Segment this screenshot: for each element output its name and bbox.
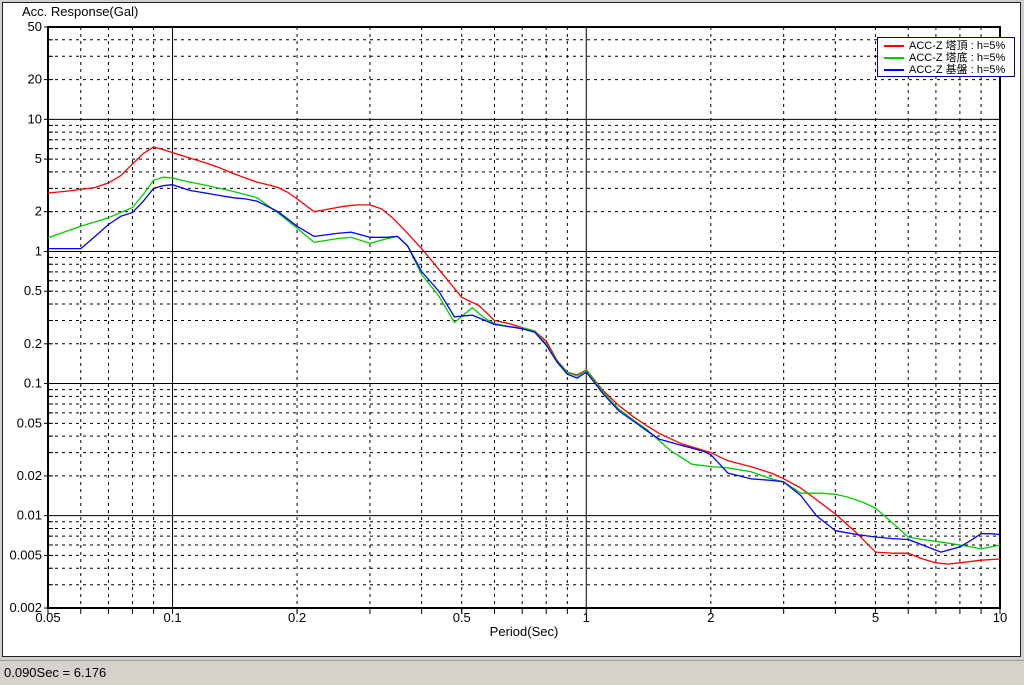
y-tick-label: 2 — [35, 204, 42, 219]
series-line-2 — [48, 184, 1001, 553]
legend-line-sample — [884, 45, 904, 47]
x-axis-title: Period(Sec) — [489, 624, 559, 639]
y-tick-label: 0.1 — [24, 376, 42, 391]
y-tick-label: 1 — [35, 243, 42, 258]
y-tick-label: 0.2 — [24, 336, 42, 351]
y-tick-label: 10 — [28, 111, 42, 126]
y-tick-label: 0.002 — [9, 600, 42, 615]
y-tick-label: 50 — [28, 19, 42, 34]
y-tick-label: 0.05 — [17, 415, 42, 430]
x-tick-label: 0.2 — [288, 610, 306, 625]
legend-label: ACC-Z 塔頂 : h=5% — [909, 39, 1006, 52]
cursor-readout: 0.090Sec = 6.176 — [4, 665, 107, 680]
legend-label: ACC-Z 基盤 : h=5% — [909, 63, 1006, 76]
legend: ACC-Z 塔頂 : h=5% ACC-Z 塔底 : h=5% ACC-Z 基盤 :… — [877, 37, 1015, 77]
x-tick-label: 2 — [707, 610, 714, 625]
plot-frame — [47, 26, 1001, 609]
series-line-1 — [47, 176, 1001, 550]
x-tick-label: 1 — [583, 610, 590, 625]
x-tick-label: 0.05 — [35, 610, 60, 625]
legend-label: ACC-Z 塔底 : h=5% — [909, 51, 1006, 64]
y-tick-label: 20 — [28, 72, 42, 87]
y-tick-label: 5 — [35, 151, 42, 166]
x-tick-label: 0.1 — [164, 610, 182, 625]
plot-area[interactable] — [48, 27, 1000, 608]
legend-item: ACC-Z 塔底 : h=5% — [884, 52, 1014, 64]
status-bar: 0.090Sec = 6.176 — [0, 660, 1024, 685]
chart-title: Acc. Response(Gal) — [22, 4, 139, 19]
legend-item: ACC-Z 基盤 : h=5% — [884, 64, 1014, 76]
legend-line-sample — [884, 57, 904, 59]
x-tick-label: 5 — [872, 610, 879, 625]
chart-canvas: 50 20 10 5 2 1 0.5 0.2 0.1 0.05 0.02 0.01 0.005 0.002… — [9, 19, 1007, 625]
y-tick-label: 0.02 — [17, 468, 42, 483]
series-line-0 — [47, 146, 1001, 565]
legend-item: ACC-Z 塔頂 : h=5% — [884, 40, 1014, 52]
y-tick-label: 0.01 — [17, 508, 42, 523]
x-tick-label: 0.5 — [453, 610, 471, 625]
y-tick-label: 0.5 — [24, 283, 42, 298]
x-tick-label: 10 — [993, 610, 1007, 625]
legend-line-sample — [884, 69, 904, 71]
y-tick-label: 0.005 — [9, 547, 42, 562]
